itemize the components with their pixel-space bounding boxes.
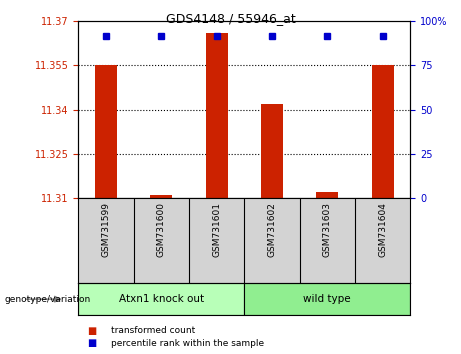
Text: Atxn1 knock out: Atxn1 knock out xyxy=(119,294,204,304)
Text: wild type: wild type xyxy=(303,294,351,304)
Text: GSM731604: GSM731604 xyxy=(378,202,387,257)
Bar xyxy=(206,33,228,198)
Bar xyxy=(78,283,244,315)
Text: GSM731599: GSM731599 xyxy=(101,202,111,257)
Bar xyxy=(244,283,410,315)
Bar xyxy=(150,195,172,198)
Text: ■: ■ xyxy=(88,326,97,336)
Bar xyxy=(372,65,394,198)
Bar xyxy=(95,65,117,198)
Text: GSM731601: GSM731601 xyxy=(212,202,221,257)
Text: transformed count: transformed count xyxy=(111,326,195,336)
Text: GSM731602: GSM731602 xyxy=(267,202,277,257)
Text: genotype/variation: genotype/variation xyxy=(5,295,91,304)
Text: GDS4148 / 55946_at: GDS4148 / 55946_at xyxy=(165,12,296,25)
Text: GSM731603: GSM731603 xyxy=(323,202,332,257)
Bar xyxy=(261,104,283,198)
Text: percentile rank within the sample: percentile rank within the sample xyxy=(111,339,264,348)
Text: ■: ■ xyxy=(88,338,97,348)
Text: GSM731600: GSM731600 xyxy=(157,202,166,257)
Bar xyxy=(316,192,338,198)
